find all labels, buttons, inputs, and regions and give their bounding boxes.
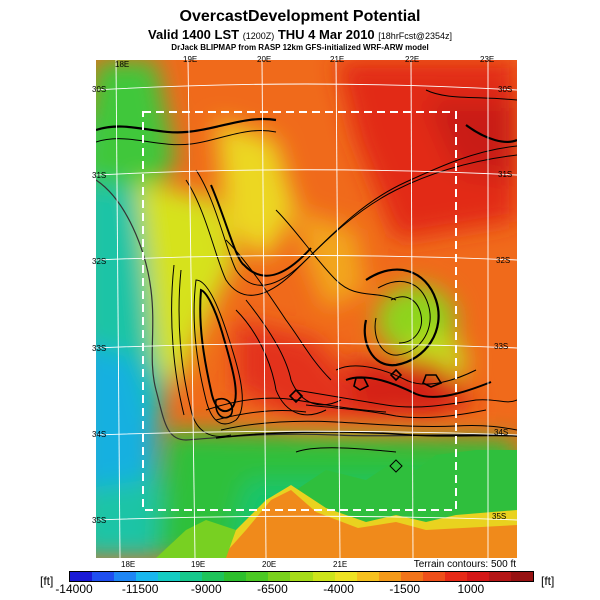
colorbar-swatch: [444, 572, 467, 581]
lon-top-19e: 19E: [183, 55, 198, 64]
colorbar-swatch: [70, 572, 93, 581]
lon-bottom-18e: 18E: [121, 560, 136, 569]
lat-left-32s: 32S: [92, 257, 107, 266]
lon-bottom-21e: 21E: [333, 560, 348, 569]
colorbar-tick-label: -14000: [55, 582, 93, 596]
colorbar-tick-label: 1000: [457, 582, 485, 596]
colorbar-swatch: [180, 572, 203, 581]
colorbar-unit-left: [ft]: [40, 574, 54, 588]
lon-top-21e: 21E: [330, 55, 345, 64]
graticule: [96, 60, 517, 558]
lon-top-18e: 18E: [115, 60, 130, 69]
colorbar-swatch: [114, 572, 137, 581]
valid-label: Valid 1400 LST: [148, 27, 240, 42]
colorbar-unit-right: [ft]: [541, 574, 555, 588]
colorbar-swatch: [510, 572, 533, 581]
colorbar-swatch: [268, 572, 291, 581]
lat-right-31s: 31S: [498, 170, 513, 179]
lon-top-20e: 20E: [257, 55, 272, 64]
colorbar-ticks: -14000 -11500 -9000 -6500 -4000 -1500 1000: [55, 582, 532, 596]
lat-left-34s: 34S: [92, 430, 107, 439]
chart-title: OvercastDevelopment Potential: [179, 8, 421, 25]
colorbar-swatch: [422, 572, 445, 581]
colorbar-swatch: [290, 572, 313, 581]
colorbar-swatch: [136, 572, 159, 581]
colorbar-swatch: [246, 572, 269, 581]
lon-bottom-19e: 19E: [191, 560, 206, 569]
lat-left-31s: 31S: [92, 171, 107, 180]
colorbar-swatch: [400, 572, 423, 581]
lon-top-22e: 22E: [405, 55, 420, 64]
colorbar-swatch: [92, 572, 115, 581]
inner-domain-box: [142, 111, 457, 511]
lat-right-30s: 30S: [498, 85, 513, 94]
coastline: [96, 179, 517, 441]
colorbar-swatch: [488, 572, 511, 581]
valid-code: (1200Z): [242, 31, 275, 41]
south-hot-patch: [221, 490, 517, 558]
colorbar-swatch: [466, 572, 489, 581]
lon-bottom-20e: 20E: [262, 560, 277, 569]
colorbar-tick-label: -9000: [190, 582, 222, 596]
lat-left-30s: 30S: [92, 85, 107, 94]
lat-left-35s: 35S: [92, 516, 107, 525]
contours: [96, 89, 517, 473]
colorbar-tick-label: -4000: [323, 582, 354, 596]
colorbar: [69, 571, 534, 582]
colorbar-swatch: [224, 572, 247, 581]
lat-right-32s: 32S: [496, 256, 511, 265]
colorbar-swatch: [158, 572, 181, 581]
colorbar-swatch: [312, 572, 335, 581]
valid-date: THU 4 Mar 2010: [277, 27, 375, 42]
lat-left-33s: 33S: [92, 344, 107, 353]
colorbar-tick-label: -11500: [121, 582, 159, 596]
terrain-contours-note: Terrain contours: 500 ft: [413, 559, 516, 570]
lon-top-23e: 23E: [480, 55, 495, 64]
forecast-label: [18hrFcst@2354z]: [378, 31, 452, 41]
colorbar-swatch: [334, 572, 357, 581]
valid-time: Valid 1400 LST (1200Z) THU 4 Mar 2010 [1…: [0, 27, 600, 42]
lat-right-35s: 35S: [492, 512, 507, 521]
colorbar-swatch: [202, 572, 225, 581]
lat-right-34s: 34S: [494, 428, 509, 437]
colorbar-swatch: [356, 572, 379, 581]
lat-right-33s: 33S: [494, 342, 509, 351]
colorbar-tick-label: -6500: [257, 582, 288, 596]
overcast-map: [96, 60, 517, 558]
colorbar-swatch: [378, 572, 401, 581]
model-credit: DrJack BLIPMAP from RASP 12km GFS-initia…: [171, 43, 429, 52]
southwest-patch: [156, 520, 236, 558]
colorbar-tick-label: -1500: [389, 582, 421, 596]
